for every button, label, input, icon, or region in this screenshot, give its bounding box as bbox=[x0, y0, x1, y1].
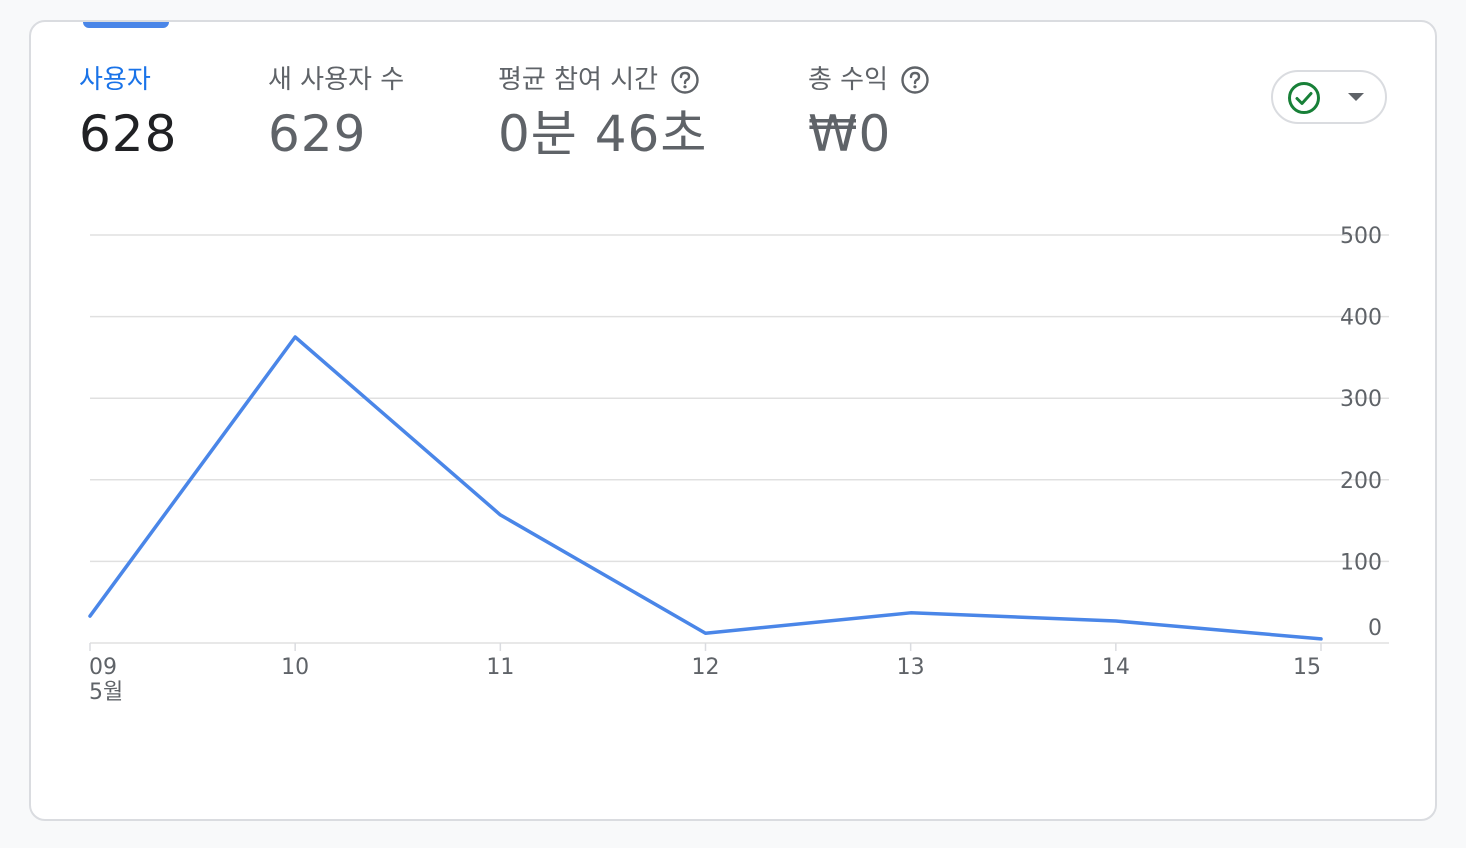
x-month-label: 5월 bbox=[89, 680, 123, 705]
caret-down-icon bbox=[1348, 93, 1364, 101]
metric-total-revenue-value: ₩0 bbox=[808, 105, 892, 163]
users-line-chart: 0 100 200 300 400 500 09 10 11 12 13 14 15 5월 bbox=[88, 224, 1389, 705]
x-tick-label: 11 bbox=[486, 655, 514, 680]
x-tick-label: 10 bbox=[281, 655, 309, 680]
x-tick-label: 14 bbox=[1102, 655, 1130, 680]
metric-total-revenue-label: 총 수익 bbox=[808, 62, 930, 98]
users-overview-card: 사용자 628 새 사용자 수 629 평균 참여 시간 0분 46초 총 수익 bbox=[29, 20, 1437, 821]
metric-new-users[interactable]: 새 사용자 수 629 bbox=[268, 62, 404, 164]
check-circle-icon bbox=[1288, 82, 1320, 114]
metric-total-revenue[interactable]: 총 수익 ₩0 bbox=[808, 62, 930, 164]
help-icon[interactable] bbox=[900, 65, 930, 95]
y-tick-label: 400 bbox=[1340, 306, 1382, 331]
x-tick-label: 15 bbox=[1293, 655, 1321, 680]
status-dropdown-button[interactable] bbox=[1271, 70, 1387, 124]
help-icon[interactable] bbox=[670, 65, 700, 95]
metric-users-label: 사용자 bbox=[79, 62, 177, 98]
active-tab-indicator bbox=[83, 22, 169, 28]
y-tick-label: 0 bbox=[1368, 616, 1382, 641]
x-tick-label: 09 bbox=[89, 655, 117, 680]
metric-avg-engagement-time-label: 평균 참여 시간 bbox=[498, 62, 707, 98]
y-tick-label: 300 bbox=[1340, 387, 1382, 412]
series-line-users bbox=[88, 335, 1323, 641]
y-tick-label: 200 bbox=[1340, 469, 1382, 494]
metric-users-value: 628 bbox=[79, 105, 178, 163]
metric-avg-engagement-time-value: 0분 46초 bbox=[498, 105, 708, 163]
metric-avg-engagement-time-label-text: 평균 참여 시간 bbox=[498, 65, 659, 95]
metric-users[interactable]: 사용자 628 bbox=[79, 62, 177, 164]
x-tick-label: 13 bbox=[897, 655, 925, 680]
metric-new-users-label: 새 사용자 수 bbox=[268, 62, 404, 98]
y-tick-label: 100 bbox=[1340, 550, 1382, 575]
x-tick-label: 12 bbox=[692, 655, 720, 680]
metric-total-revenue-label-text: 총 수익 bbox=[808, 65, 889, 95]
y-tick-label: 500 bbox=[1340, 224, 1382, 249]
metric-new-users-value: 629 bbox=[268, 105, 367, 163]
metric-new-users-label-text: 새 사용자 수 bbox=[268, 65, 405, 95]
metric-users-label-text: 사용자 bbox=[79, 65, 151, 95]
metric-avg-engagement-time[interactable]: 평균 참여 시간 0분 46초 bbox=[498, 62, 707, 164]
